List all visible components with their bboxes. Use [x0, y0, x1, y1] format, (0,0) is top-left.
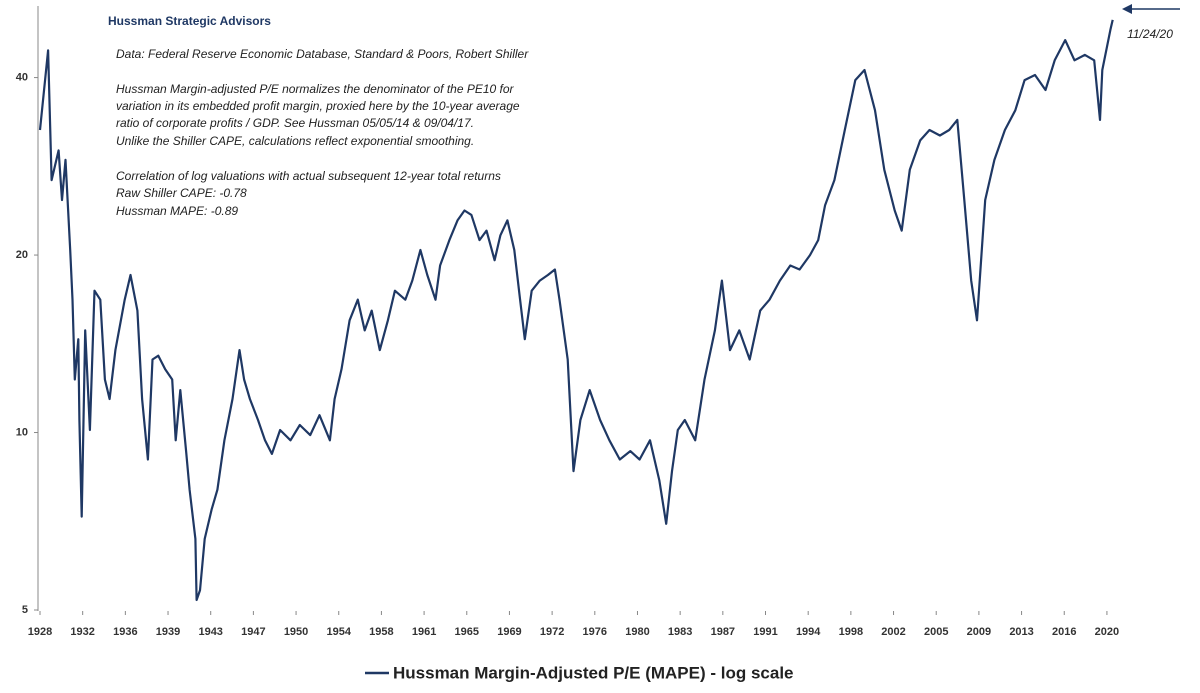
legend-label: Hussman Margin-Adjusted P/E (MAPE) - log…	[393, 663, 794, 682]
y-tick-label: 20	[16, 249, 28, 261]
annotation: variation in its embedded profit margin,…	[116, 99, 520, 113]
y-tick-label: 5	[22, 604, 28, 616]
x-tick-label: 1954	[326, 626, 351, 638]
chart-title: Hussman Strategic Advisors	[108, 14, 271, 28]
x-tick-label: 2016	[1052, 626, 1076, 638]
x-tick-label: 2020	[1095, 626, 1119, 638]
annotation: Raw Shiller CAPE: -0.78	[116, 186, 247, 200]
x-tick-label: 1980	[625, 626, 649, 638]
x-tick-label: 1943	[198, 626, 222, 638]
x-tick-label: 1998	[839, 626, 863, 638]
x-tick-label: 1947	[241, 626, 265, 638]
x-tick-label: 1932	[70, 626, 94, 638]
end-arrow-head	[1122, 4, 1132, 14]
x-tick-label: 1987	[711, 626, 735, 638]
series-line	[38, 19, 1114, 602]
x-tick-label: 1972	[540, 626, 564, 638]
annotation: ratio of corporate profits / GDP. See Hu…	[116, 116, 474, 130]
x-tick-label: 1939	[156, 626, 180, 638]
y-tick-label: 40	[16, 71, 28, 83]
annotation: Correlation of log valuations with actua…	[116, 169, 501, 183]
x-tick-label: 1958	[369, 626, 393, 638]
annotation: Unlike the Shiller CAPE, calculations re…	[116, 134, 474, 148]
annotation: Hussman MAPE: -0.89	[116, 204, 238, 218]
annotation: Data: Federal Reserve Economic Database,…	[116, 47, 529, 61]
x-tick-label: 2013	[1009, 626, 1033, 638]
x-tick-label: 1965	[455, 626, 479, 638]
x-tick-label: 1936	[113, 626, 137, 638]
end-label: 11/24/20	[1127, 27, 1173, 41]
x-tick-label: 1928	[28, 626, 52, 638]
y-tick-label: 10	[16, 426, 28, 438]
annotation: Hussman Margin-adjusted P/E normalizes t…	[116, 82, 515, 96]
x-tick-label: 1991	[753, 626, 777, 638]
x-tick-label: 2005	[924, 626, 948, 638]
x-tick-label: 1969	[497, 626, 521, 638]
x-tick-label: 1994	[796, 626, 821, 638]
annotations: Data: Federal Reserve Economic Database,…	[116, 47, 529, 218]
x-tick-label: 1983	[668, 626, 692, 638]
x-tick-label: 1950	[284, 626, 308, 638]
x-tick-label: 2002	[881, 626, 905, 638]
x-tick-label: 2009	[967, 626, 991, 638]
x-tick-label: 1976	[583, 626, 607, 638]
x-tick-label: 1961	[412, 626, 436, 638]
